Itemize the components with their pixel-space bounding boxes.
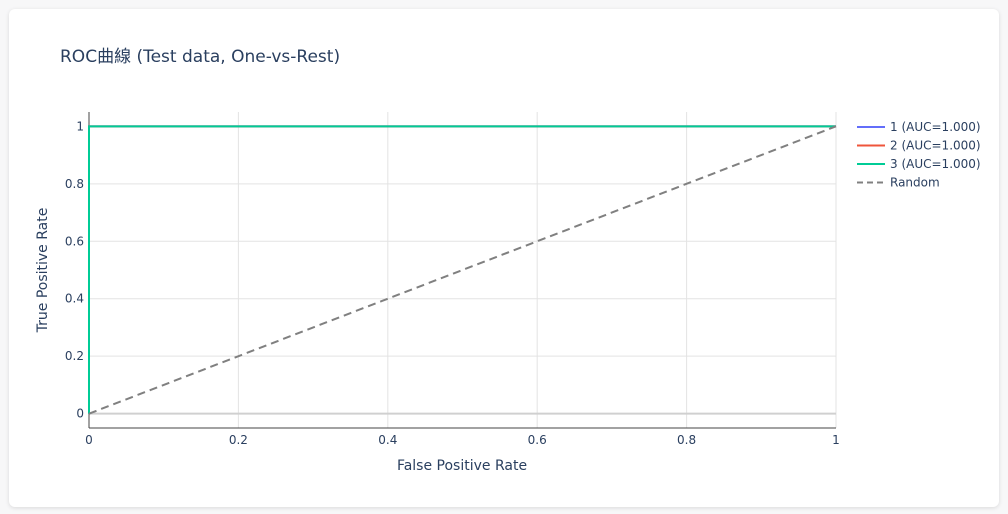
y-tick-label: 1	[76, 119, 84, 133]
grid	[88, 112, 837, 428]
legend-item-3[interactable]: 3 (AUC=1.000)	[857, 157, 981, 171]
series-line-4	[88, 125, 837, 415]
y-tick-label: 0.2	[65, 349, 84, 363]
tick-labels: 0 0.2 0.4 0.6 0.8 1 0 0.2 0.4 0.6 0.8 1	[65, 119, 840, 447]
x-tick-label: 0.2	[229, 433, 248, 447]
x-tick-label: 0.8	[677, 433, 696, 447]
x-tick-label: 0.6	[528, 433, 547, 447]
y-tick-label: 0	[76, 407, 84, 421]
x-axis-title: False Positive Rate	[397, 458, 527, 474]
series-lines	[88, 125, 837, 415]
y-tick-label: 0.6	[65, 234, 84, 248]
legend: 1 (AUC=1.000) 2 (AUC=1.000) 3 (AUC=1.000) R…	[857, 120, 981, 190]
x-tick-label: 0	[85, 433, 93, 447]
legend-label: 2 (AUC=1.000)	[890, 139, 981, 153]
axes	[88, 112, 836, 429]
y-tick-label: 0.8	[65, 177, 84, 191]
chart-title: ROC曲線 (Test data, One-vs-Rest)	[60, 47, 340, 67]
x-tick-label: 0.4	[378, 433, 397, 447]
y-axis-title: True Positive Rate	[35, 208, 51, 334]
x-tick-label: 1	[832, 433, 840, 447]
chart-card	[9, 9, 999, 507]
legend-item-2[interactable]: 2 (AUC=1.000)	[857, 139, 981, 153]
legend-item-4[interactable]: Random	[857, 176, 940, 190]
legend-label: Random	[890, 176, 940, 190]
legend-label: 1 (AUC=1.000)	[890, 120, 981, 134]
legend-label: 3 (AUC=1.000)	[890, 157, 981, 171]
legend-item-1[interactable]: 1 (AUC=1.000)	[857, 120, 981, 134]
y-tick-label: 0.4	[65, 292, 84, 306]
series-line-3	[88, 125, 836, 414]
